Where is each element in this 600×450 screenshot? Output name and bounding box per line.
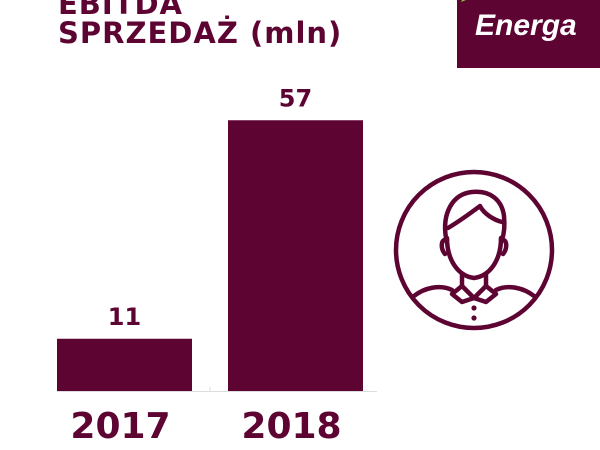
user-avatar-icon — [393, 169, 555, 331]
chart-title-line-1: EBITDA — [58, 0, 184, 21]
leaf-icon — [461, 0, 466, 2]
chart-title-unit: (mln) — [249, 16, 343, 50]
energa-logo: Energa — [457, 0, 600, 68]
bar-2017 — [57, 338, 192, 391]
data-label-2018: 57 — [279, 84, 312, 112]
x-tick-label-2018: 2018 — [241, 406, 341, 447]
bar-2018 — [228, 120, 363, 391]
chart-title-main: SPRZEDAŻ — [58, 16, 239, 50]
data-label-2017: 11 — [108, 303, 141, 331]
logo-text: Energa — [475, 9, 577, 42]
chart-title-line-2: SPRZEDAŻ (mln) — [58, 19, 342, 48]
x-tick-label-2017: 2017 — [70, 406, 170, 447]
